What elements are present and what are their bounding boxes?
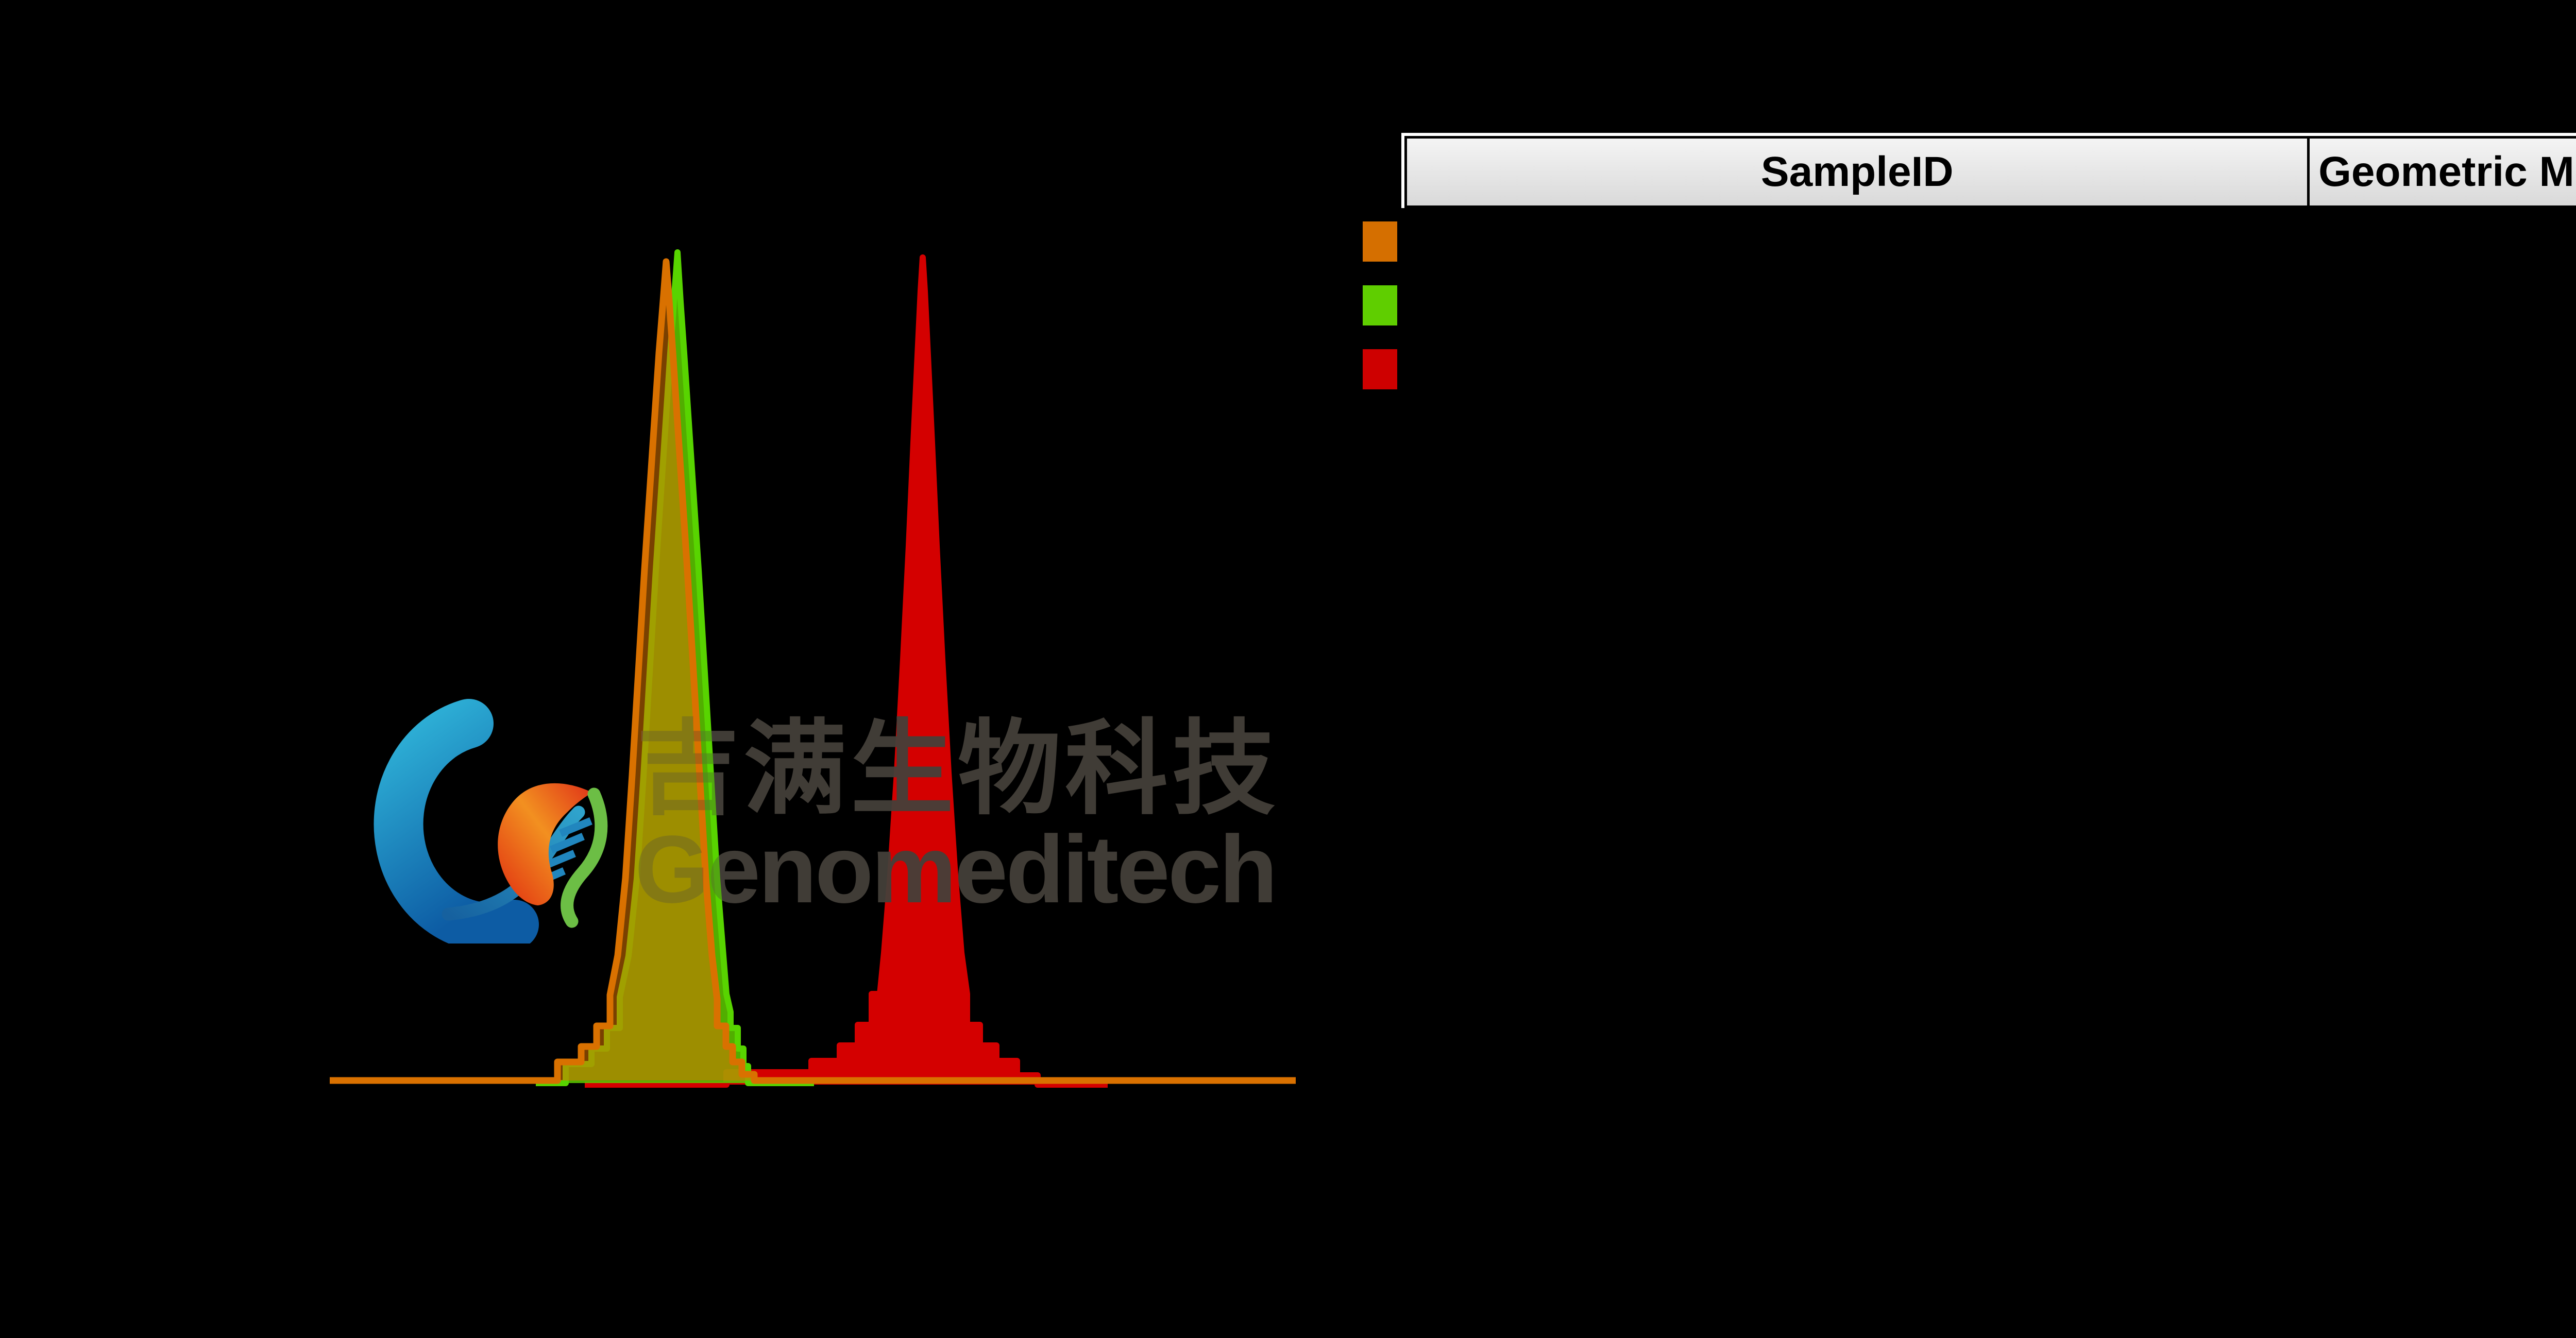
watermark-company-name-en-overlay: Genomeditech bbox=[635, 816, 1278, 923]
watermark-company-name-en: Genomeditech bbox=[635, 816, 1278, 923]
logo-blue-crescent bbox=[374, 699, 539, 944]
column-header-sample-id: SampleID bbox=[1407, 139, 2310, 205]
results-table: SampleID Geometric Mean : FL11-H bbox=[1401, 133, 2576, 208]
red-sample-curve bbox=[585, 254, 1108, 1088]
logo-green-ribbon bbox=[561, 787, 608, 928]
results-table-header-row: SampleID Geometric Mean : FL11-H bbox=[1404, 136, 2576, 208]
column-header-geometric-mean: Geometric Mean : FL11-H bbox=[2318, 148, 2576, 195]
watermark-company-name-cn-overlay: 吉满生物科技 bbox=[636, 712, 1280, 827]
orange-sample-curve bbox=[330, 258, 1296, 1084]
legend-swatch-2 bbox=[1363, 349, 1397, 389]
genomeditech-logo bbox=[374, 699, 608, 944]
watermark-company-name-cn: 吉满生物科技 bbox=[636, 712, 1280, 827]
logo-red-flame bbox=[498, 783, 592, 905]
legend-swatch-0 bbox=[1363, 221, 1397, 262]
legend-swatch-1 bbox=[1363, 285, 1397, 325]
